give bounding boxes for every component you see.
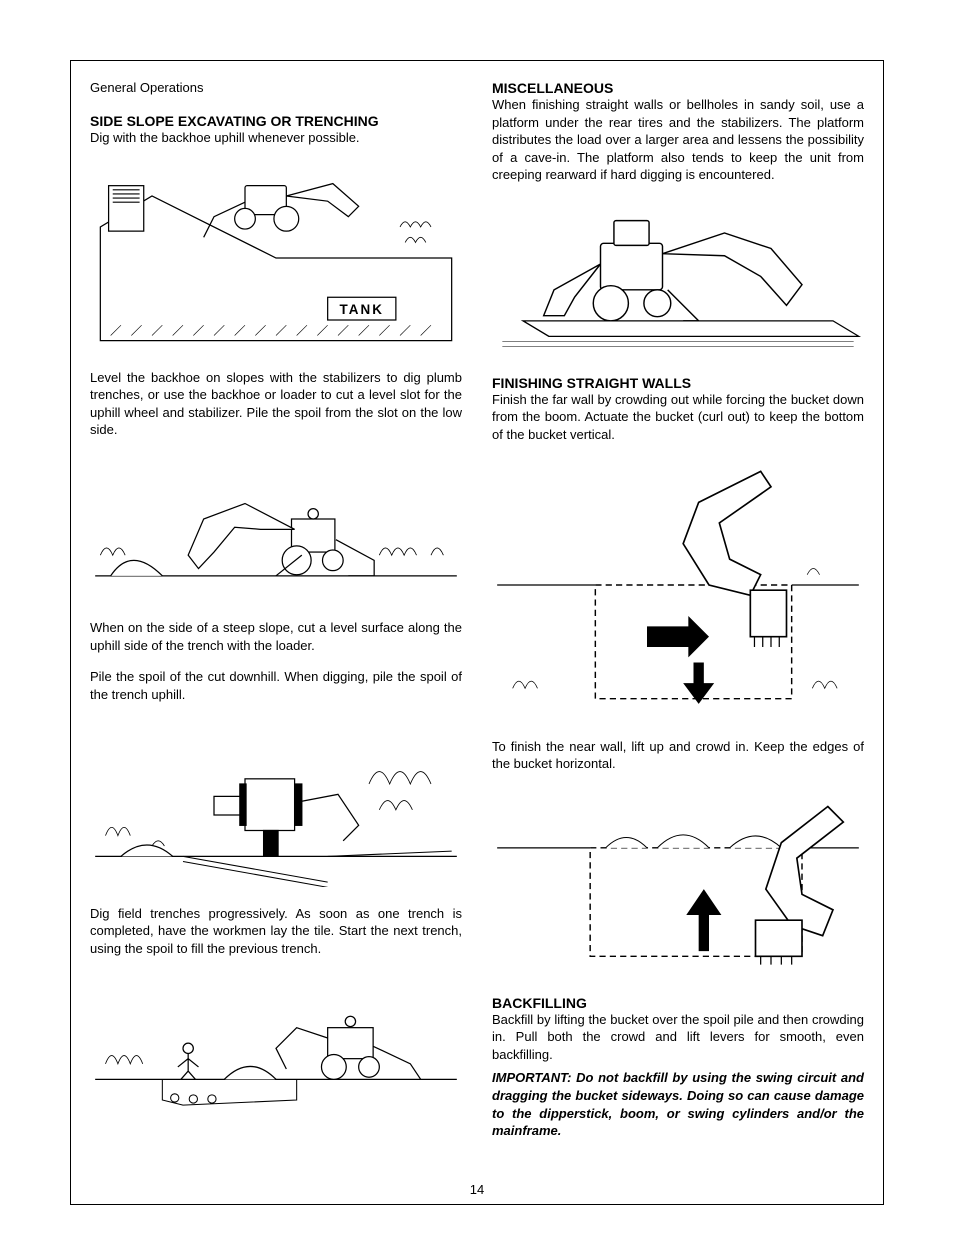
heading-side-slope: SIDE SLOPE EXCAVATING OR TRENCHING [90,113,462,129]
figure-lay-tile [90,976,462,1116]
heading-finishing: FINISHING STRAIGHT WALLS [492,375,864,391]
content-columns: General Operations SIDE SLOPE EXCAVATING… [90,80,864,1175]
figure-steep-slope [90,457,462,602]
figure-progressive-trenches [90,722,462,887]
page-footer: 14 [0,1190,954,1205]
text-backfill: Backfill by lifting the bucket over the … [492,1011,864,1064]
left-column: General Operations SIDE SLOPE EXCAVATING… [90,80,462,1175]
text-steep-slope: When on the side of a steep slope, cut a… [90,619,462,654]
heading-misc: MISCELLANEOUS [492,80,864,96]
text-far-wall: Finish the far wall by crowding out whil… [492,391,864,444]
text-near-wall: To finish the near wall, lift up and cro… [492,738,864,773]
text-progressive: Dig field trenches progressively. As soo… [90,905,462,958]
figure-platform [492,202,864,357]
section-label: General Operations [90,80,462,95]
figure-far-wall [492,461,864,719]
text-dig-uphill: Dig with the backhoe uphill whenever pos… [90,129,462,147]
tank-label: TANK [339,301,384,316]
figure-tank-slope: TANK [90,165,462,351]
right-column: MISCELLANEOUS When finishing straight wa… [492,80,864,1175]
text-level-slopes: Level the backhoe on slopes with the sta… [90,369,462,439]
heading-backfilling: BACKFILLING [492,995,864,1011]
text-pile-spoil: Pile the spoil of the cut downhill. When… [90,668,462,703]
text-important: IMPORTANT: Do not backfill by using the … [492,1069,864,1139]
figure-near-wall [492,791,864,977]
page-number: 14 [460,1182,494,1197]
text-misc: When finishing straight walls or bellhol… [492,96,864,184]
